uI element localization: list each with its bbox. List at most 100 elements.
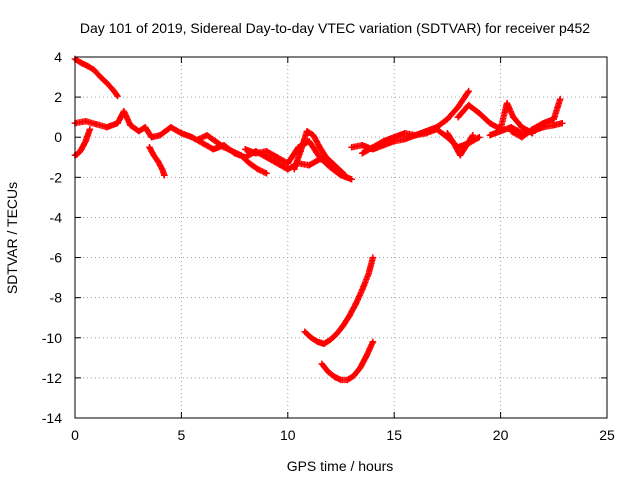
x-tick-label: 25 [599, 427, 615, 443]
data-point [433, 126, 440, 133]
data-points [71, 55, 566, 384]
x-tick-label: 10 [280, 427, 296, 443]
data-point [167, 123, 174, 131]
data-point [154, 158, 162, 165]
data-point [348, 176, 355, 183]
data-point [359, 286, 366, 293]
y-tick-label: -6 [50, 250, 63, 266]
data-point [135, 128, 143, 135]
chart-title: Day 101 of 2019, Sidereal Day-to-day VTE… [80, 20, 590, 36]
data-point [450, 140, 457, 147]
data-point [97, 73, 104, 81]
data-point [510, 113, 517, 121]
y-tick-label: -4 [50, 209, 63, 225]
data-point [352, 300, 360, 307]
data-point [327, 336, 334, 343]
data-point [148, 134, 155, 141]
data-point [242, 146, 249, 153]
data-point [210, 146, 217, 153]
data-point [308, 334, 315, 341]
data-point [254, 166, 262, 173]
data-point [337, 376, 345, 384]
data-point [486, 132, 494, 139]
data-point [539, 123, 547, 131]
data-point [263, 170, 270, 177]
data-point [316, 144, 323, 151]
data-point [146, 144, 153, 151]
data-point [103, 79, 111, 87]
series-arc-decay-high [71, 55, 121, 100]
y-tick-label: 0 [54, 129, 62, 145]
x-tick-label: 5 [178, 427, 186, 443]
series-arc-night-flat [486, 119, 566, 139]
data-point [316, 154, 323, 161]
data-point [320, 340, 328, 347]
data-point [497, 128, 504, 135]
data-point [518, 130, 526, 137]
data-point [444, 130, 451, 137]
data-point [290, 166, 298, 173]
data-point [263, 154, 270, 161]
data-point [518, 123, 526, 131]
series-arc-deep-upper [301, 254, 377, 347]
data-point [156, 132, 164, 139]
data-point [114, 92, 121, 100]
data-point [456, 152, 464, 159]
data-point [199, 140, 206, 147]
data-point [303, 128, 311, 135]
data-point [237, 152, 245, 159]
data-point [465, 101, 472, 109]
data-point [335, 166, 343, 173]
data-point [284, 160, 291, 167]
data-point [150, 152, 157, 159]
data-point [401, 136, 409, 143]
data-point [359, 150, 366, 157]
data-point [559, 119, 566, 127]
data-point [339, 322, 347, 329]
data-point [463, 142, 470, 149]
data-point [195, 136, 202, 143]
data-point [78, 146, 85, 153]
y-tick-label: 2 [54, 89, 62, 105]
data-point [314, 338, 321, 345]
data-point [503, 99, 511, 107]
data-point [350, 372, 357, 380]
data-point [220, 144, 228, 151]
data-point [556, 95, 564, 103]
data-point [229, 148, 236, 155]
data-point [476, 134, 483, 141]
data-point [110, 86, 117, 94]
data-point [401, 130, 409, 137]
series-arc-loop-11h [290, 128, 349, 179]
ticks: 0 5 10 15 20 25 -14 -12 -10 -8 -6 -4 -2 0 2 4 [42, 49, 615, 443]
x-tick-label: 20 [493, 427, 509, 443]
data-point [86, 126, 94, 133]
data-point [454, 103, 462, 111]
data-point [252, 150, 260, 157]
data-point [284, 166, 291, 173]
data-point [365, 270, 372, 277]
data-point [273, 160, 281, 167]
data-point [159, 166, 166, 173]
data-point [297, 148, 304, 155]
series-arc-dip-4h [146, 144, 168, 179]
data-point [331, 373, 338, 381]
y-tick-label: -8 [50, 290, 63, 306]
data-point [342, 172, 349, 179]
data-point [310, 132, 317, 139]
data-point [369, 338, 377, 345]
data-point [82, 117, 89, 125]
data-point [380, 138, 387, 145]
data-point [469, 132, 477, 139]
series-arc-deep-lower [318, 338, 377, 384]
data-point [344, 376, 351, 384]
data-point [246, 160, 253, 167]
data-point [273, 154, 281, 161]
data-point [391, 134, 398, 141]
data-point [422, 130, 430, 137]
data-point [127, 121, 134, 129]
data-point [550, 115, 557, 123]
y-tick-label: -14 [42, 410, 62, 426]
data-point [369, 254, 377, 261]
data-point [84, 62, 91, 70]
